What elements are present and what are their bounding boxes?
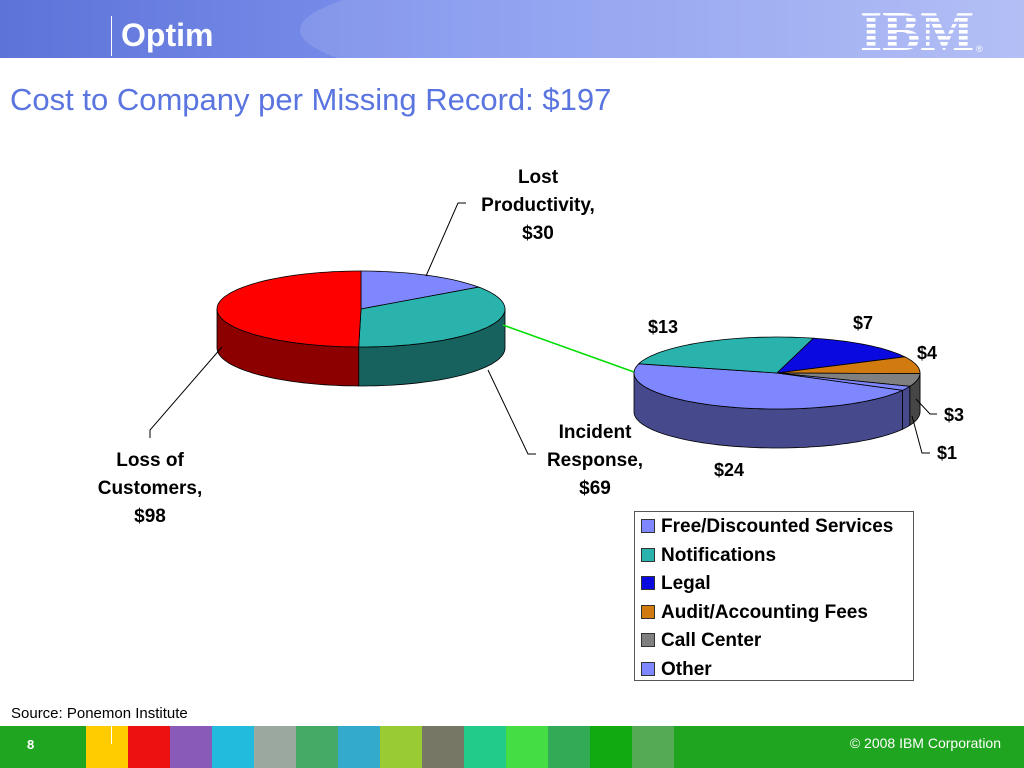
right-pie-slice-audit-accounting-fees — [776, 356, 921, 375]
legend-item: Call Center — [641, 628, 761, 654]
legend-swatch — [641, 519, 655, 533]
right-pie-slice-other — [776, 372, 912, 391]
legend-item: Notifications — [641, 543, 776, 569]
label-legal: $7 — [853, 313, 873, 333]
footer-tile — [296, 726, 338, 768]
chart-legend: Free/Discounted Services Notifications Leg… — [634, 511, 914, 681]
right-pie-slice-legal — [775, 337, 907, 374]
label-loss-of-customers: Loss of Customers, $98 — [98, 450, 203, 527]
label-call-center: $3 — [944, 405, 964, 425]
footer-tile — [170, 726, 212, 768]
footer-tile — [380, 726, 422, 768]
label-audit-accounting-fees: $4 — [917, 343, 937, 363]
legend-item: Free/Discounted Services — [641, 514, 893, 540]
pie-charts: Lost Productivity, $30 Incident Response, $69… — [98, 167, 964, 527]
legend-label: Call Center — [661, 630, 762, 651]
footer-tile — [632, 726, 674, 768]
footer-divider — [111, 726, 112, 744]
footer-tile — [254, 726, 296, 768]
page-number: 8 — [27, 737, 35, 752]
legend-label: Other — [661, 658, 712, 680]
left-pie-slice-incident-response — [358, 286, 506, 348]
footer-bar: 8 © 2008 IBM Corporation — [0, 726, 1024, 768]
leader-lost-productivity — [425, 202, 466, 277]
legend-item: Other — [641, 657, 712, 683]
footer-tile — [590, 726, 632, 768]
ibm-logo: IBM ® — [858, 1, 988, 58]
header-divider — [111, 16, 112, 56]
legend-swatch — [641, 661, 655, 676]
header-wave — [300, 0, 1024, 58]
legend-label: Notifications — [661, 544, 777, 566]
legend-swatch — [641, 633, 655, 647]
svg-text:®: ® — [976, 44, 983, 54]
footer-tile — [464, 726, 506, 768]
copyright: © 2008 IBM Corporation — [849, 735, 1001, 751]
legend-swatch — [641, 547, 655, 562]
left-pie-slice-lost-productivity — [360, 270, 481, 310]
source-note: Source: Ponemon Institute — [11, 705, 188, 722]
footer-tile — [44, 726, 86, 768]
footer-tile — [128, 726, 170, 768]
label-other: $1 — [937, 443, 957, 463]
slide-title: Cost to Company per Missing Record: $197 — [10, 82, 612, 117]
leader-incident-response — [487, 369, 536, 455]
right-pie-slice-free-discounted-services — [633, 363, 904, 410]
legend-item: Legal — [641, 571, 711, 597]
legend-swatch — [641, 604, 655, 619]
header-bar: Optim IBM ® — [0, 0, 1024, 58]
product-name: Optim — [121, 17, 214, 53]
right-pie-side-other — [902, 385, 911, 430]
legend-swatch — [641, 576, 655, 590]
pie-connector-line — [502, 324, 635, 373]
label-notifications: $13 — [648, 317, 678, 337]
footer-tile — [86, 726, 128, 768]
legend-item: Audit/Accounting Fees — [641, 600, 868, 626]
footer-tile — [506, 726, 548, 768]
footer-tile — [338, 726, 380, 768]
legend-label: Legal — [661, 573, 711, 594]
footer-tile — [212, 726, 254, 768]
legend-label: Audit/Accounting Fees — [661, 601, 868, 623]
leader-other — [911, 415, 930, 454]
legend-label: Free/Discounted Services — [661, 516, 894, 537]
footer-tile — [422, 726, 464, 768]
leader-loss-of-customers — [149, 346, 223, 438]
left-pie-slice-loss-of-customers — [216, 270, 362, 348]
ibm-logo-text: IBM — [860, 6, 974, 54]
leader-call-center — [915, 398, 937, 415]
footer-tile — [548, 726, 590, 768]
label-incident-response: Incident Response, $69 — [547, 422, 643, 499]
label-free-discounted-services: $24 — [714, 460, 744, 480]
label-lost-productivity: Lost Productivity, $30 — [481, 167, 595, 244]
right-pie-slice-notifications — [637, 336, 815, 374]
